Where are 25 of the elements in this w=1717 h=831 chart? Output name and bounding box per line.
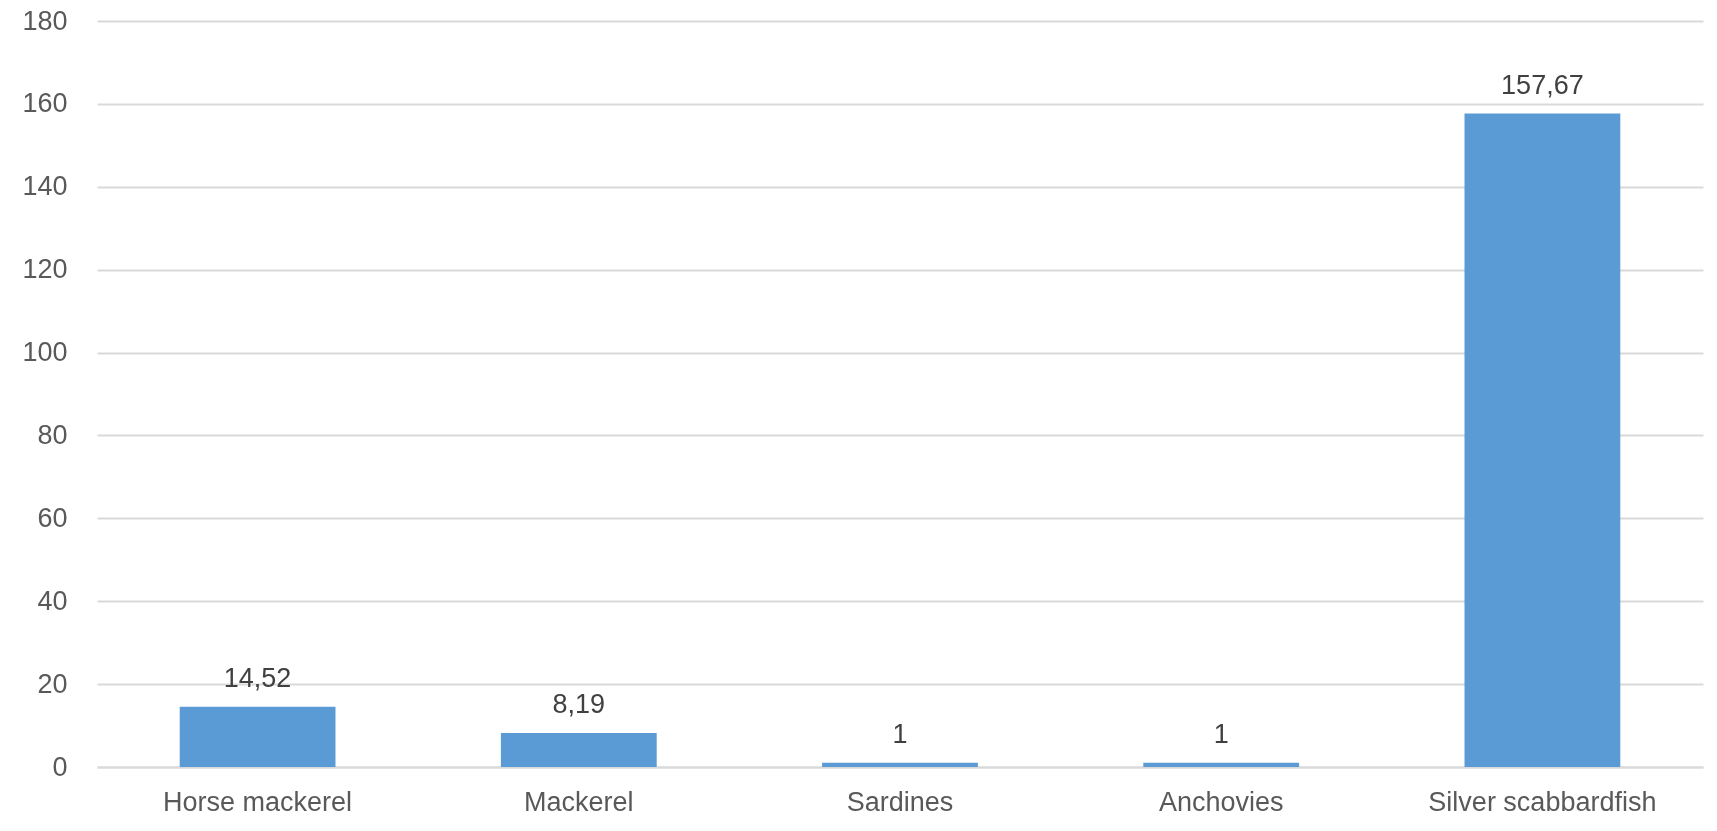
y-tick-label: 60 [37, 502, 68, 533]
y-tick-label: 120 [22, 254, 68, 285]
bar [1143, 762, 1300, 767]
x-tick-label: Anchovies [1158, 786, 1284, 817]
y-tick-label: 80 [37, 419, 68, 450]
bar [500, 733, 657, 767]
bar [822, 762, 978, 767]
data-label: 1 [892, 718, 908, 749]
data-label: 8,19 [552, 689, 606, 720]
data-label: 1 [1213, 718, 1229, 749]
x-tick-label: Silver scabbardfish [1428, 786, 1657, 817]
data-label: 14,52 [223, 662, 292, 693]
x-tick-label: Horse mackerel [163, 786, 353, 817]
y-tick-label: 0 [52, 751, 68, 782]
y-tick-label: 20 [37, 668, 68, 699]
bar [1464, 113, 1621, 767]
y-tick-label: 40 [37, 585, 68, 616]
data-label: 157,67 [1501, 69, 1584, 100]
y-tick-label: 160 [22, 88, 68, 119]
bar [179, 706, 336, 767]
y-tick-label: 140 [22, 171, 68, 202]
y-tick-label: 100 [22, 337, 68, 368]
x-tick-label: Sardines [846, 786, 954, 817]
x-tick-label: Mackerel [524, 786, 634, 817]
y-tick-label: 180 [22, 5, 68, 36]
